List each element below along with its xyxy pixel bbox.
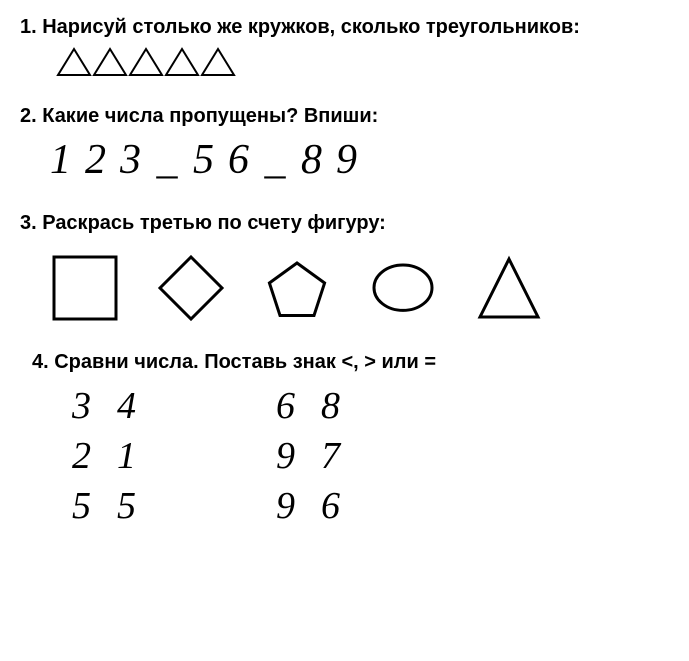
sequence-number: 5 — [193, 136, 214, 184]
compare-number: 2 — [72, 434, 91, 478]
task-1-title: 1. Нарисуй столько же кружков, сколько т… — [20, 16, 669, 39]
task-4-col-2: 689796 — [276, 384, 340, 528]
compare-number: 9 — [276, 484, 295, 528]
task-4-title: 4. Сравни числа. Поставь знак <, > или = — [32, 351, 669, 374]
triangle-icon — [474, 253, 544, 323]
task-2-sequence: 123 _ 56 _ 89 — [20, 136, 669, 184]
compare-number: 3 — [72, 384, 91, 428]
compare-number: 7 — [321, 434, 340, 478]
compare-number: 1 — [117, 434, 136, 478]
task-4-compare: 342155 689796 — [32, 384, 669, 528]
blank-slot: _ — [155, 136, 179, 184]
blank-slot: _ — [263, 136, 287, 184]
sequence-number: 9 — [336, 136, 357, 184]
task-1: 1. Нарисуй столько же кружков, сколько т… — [20, 16, 669, 77]
sequence-number: 8 — [301, 136, 322, 184]
task-3: 3. Раскрась третью по счету фигуру: — [20, 212, 669, 323]
compare-pair: 21 — [72, 434, 136, 478]
task-1-triangles — [20, 47, 669, 77]
compare-number: 6 — [276, 384, 295, 428]
task-2-title: 2. Какие числа пропущены? Впиши: — [20, 105, 669, 128]
compare-number: 5 — [117, 484, 136, 528]
task-3-title: 3. Раскрась третью по счету фигуру: — [20, 212, 669, 235]
task-4: 4. Сравни числа. Поставь знак <, > или =… — [20, 351, 669, 528]
ellipse-icon — [368, 259, 438, 316]
compare-pair: 97 — [276, 434, 340, 478]
triangle-icon — [56, 47, 92, 77]
compare-number: 4 — [117, 384, 136, 428]
pentagon-icon — [262, 253, 332, 323]
sequence-number: 3 — [120, 136, 141, 184]
task-3-shapes — [20, 253, 669, 323]
triangle-icon — [164, 47, 200, 77]
sequence-number: 1 — [50, 136, 71, 184]
compare-number: 9 — [276, 434, 295, 478]
compare-number: 8 — [321, 384, 340, 428]
triangle-icon — [92, 47, 128, 77]
triangle-icon — [200, 47, 236, 77]
task-2: 2. Какие числа пропущены? Впиши: 123 _ 56 _… — [20, 105, 669, 184]
compare-pair: 34 — [72, 384, 136, 428]
compare-number: 6 — [321, 484, 340, 528]
compare-number: 5 — [72, 484, 91, 528]
compare-pair: 68 — [276, 384, 340, 428]
sequence-number: 6 — [228, 136, 249, 184]
triangle-icon — [128, 47, 164, 77]
diamond-icon — [156, 253, 226, 323]
square-icon — [50, 253, 120, 323]
sequence-number: 2 — [85, 136, 106, 184]
task-4-col-1: 342155 — [72, 384, 136, 528]
compare-pair: 96 — [276, 484, 340, 528]
compare-pair: 55 — [72, 484, 136, 528]
